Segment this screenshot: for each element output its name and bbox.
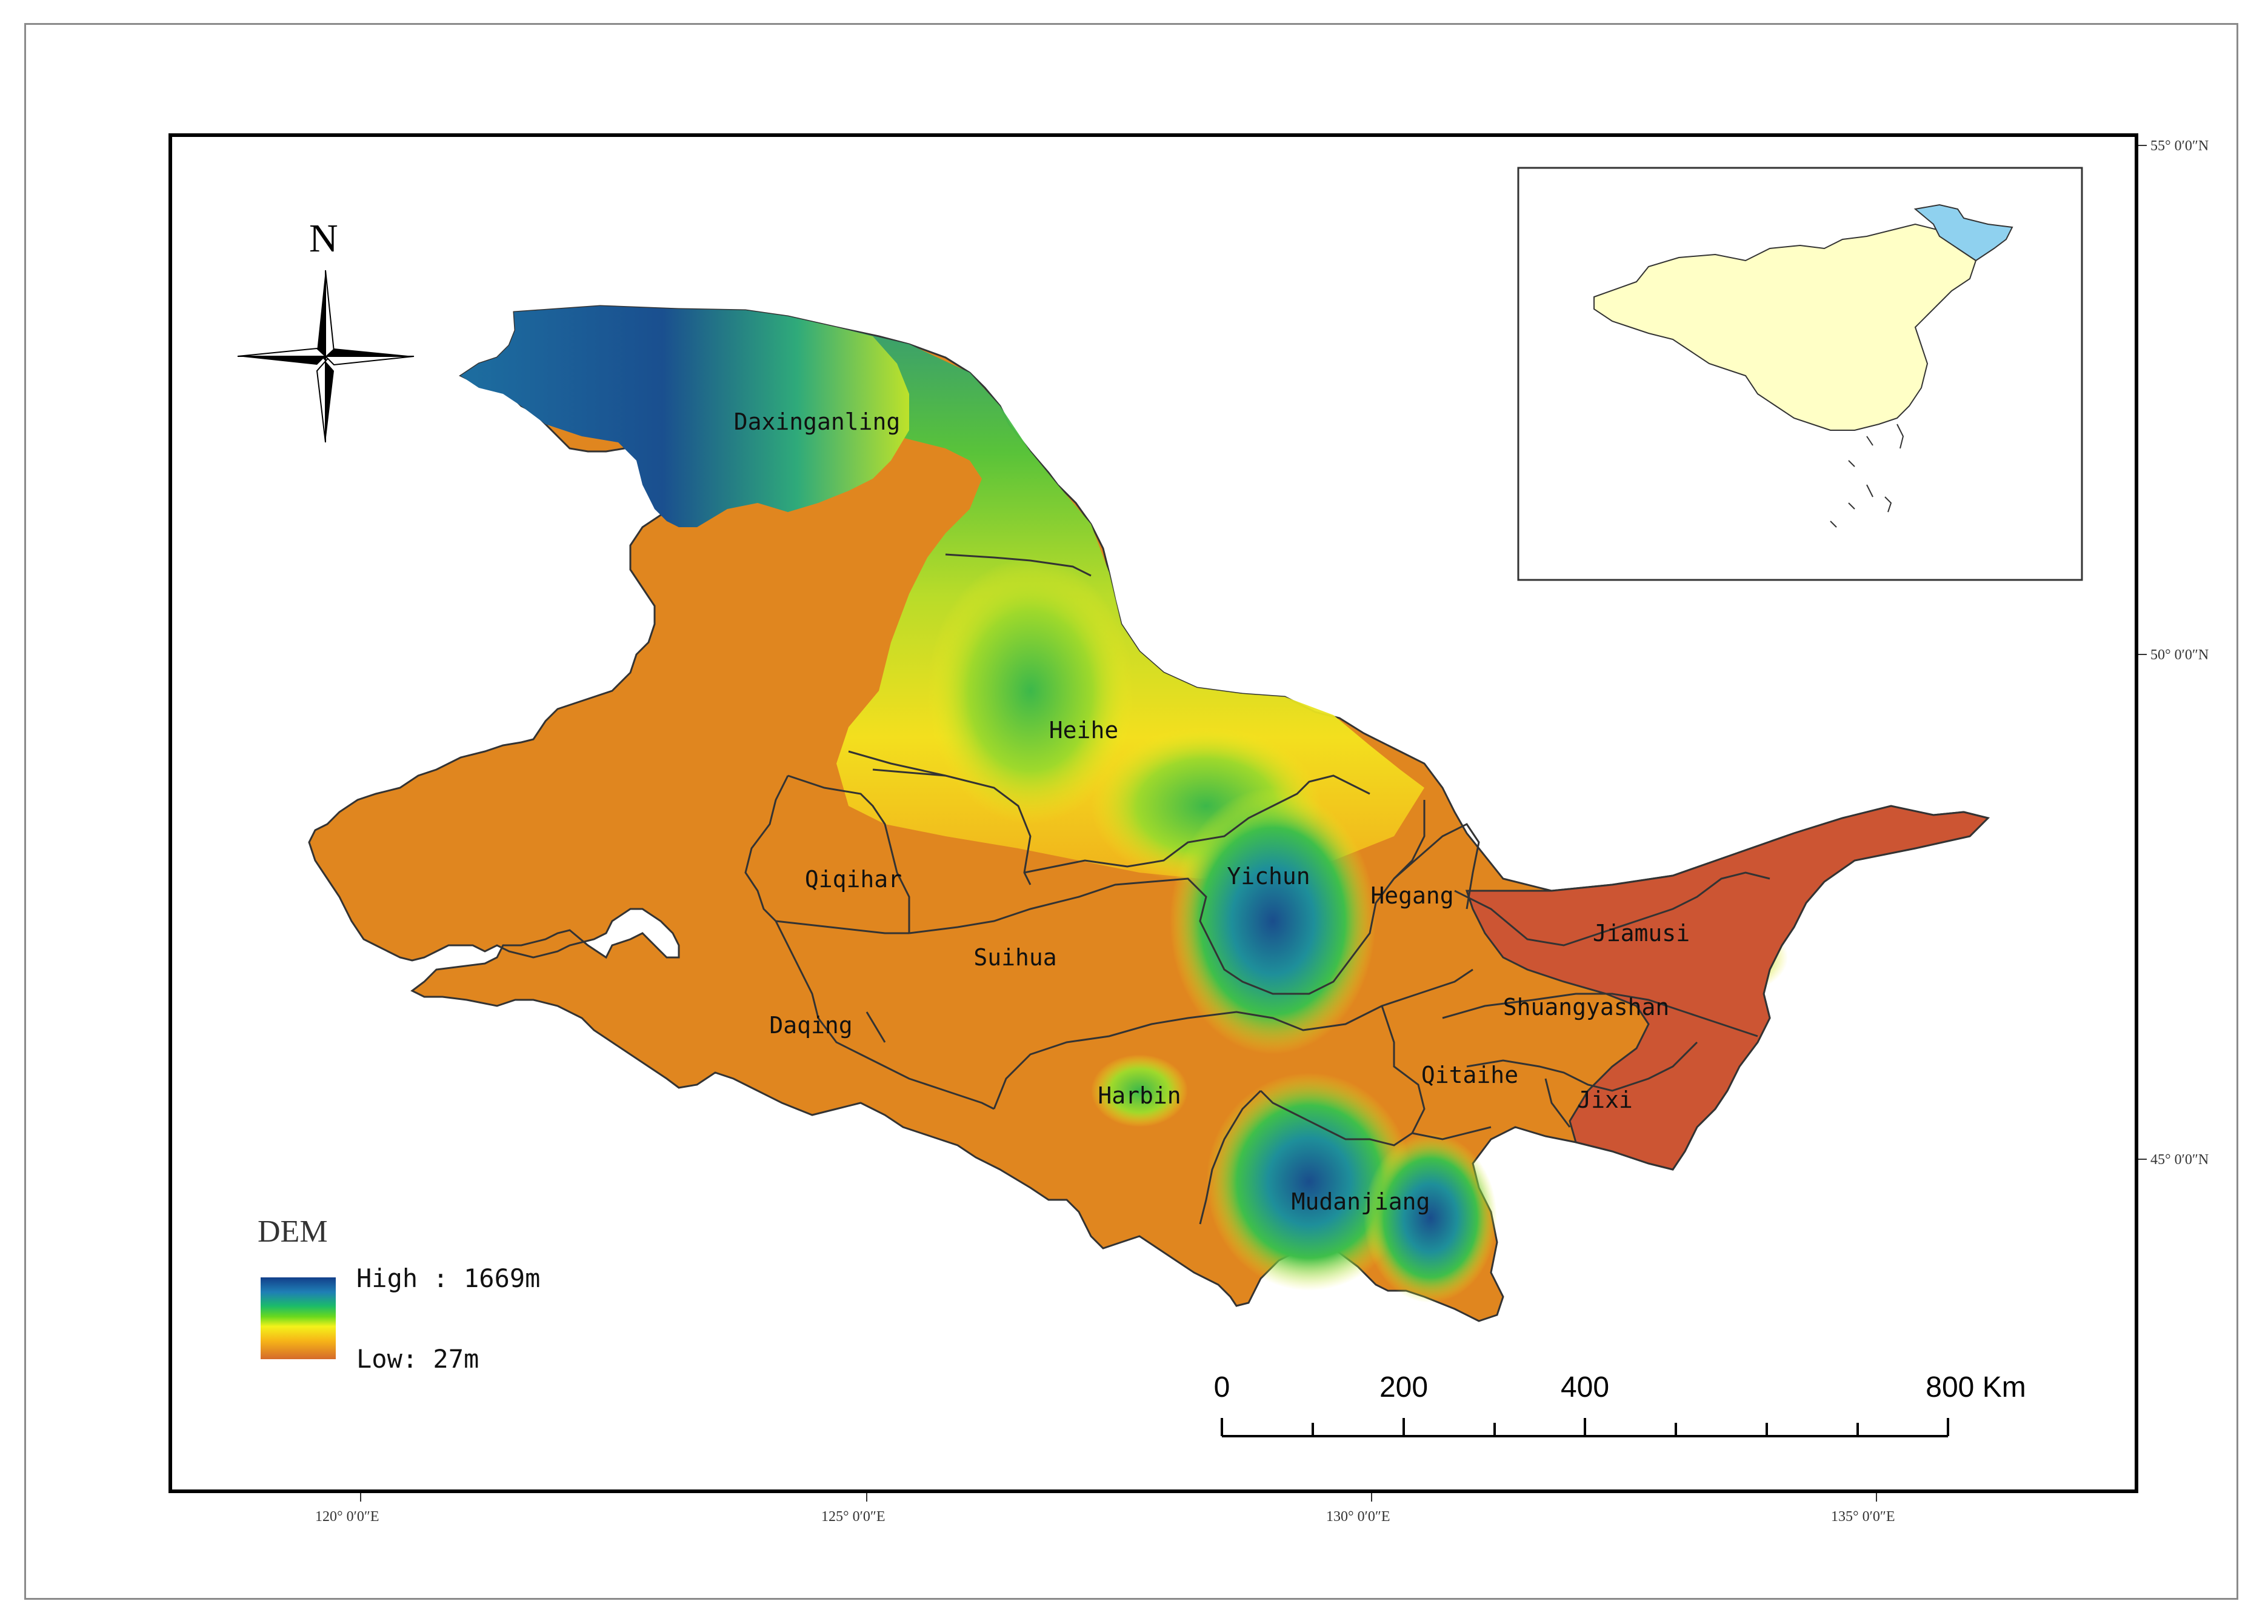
heihe-highland (927, 557, 1133, 824)
mudanjiang-mountains (1206, 1073, 1412, 1291)
inset-heilongjiang (1913, 204, 2013, 262)
city-label-daqing: Daqing (769, 1012, 853, 1039)
city-label-suihua: Suihua (973, 944, 1057, 971)
city-label-shuangyashan: Shuangyashan (1503, 994, 1670, 1020)
longitude-label-125: 125° 0′0″E (821, 1509, 886, 1525)
north-arrow-label: N (309, 216, 338, 261)
daxinganling-mountains (461, 306, 909, 527)
city-label-jiamusi: Jiamusi (1592, 920, 1690, 947)
city-label-qiqihar: Qiqihar (804, 866, 902, 893)
legend-color-ramp (261, 1277, 336, 1359)
legend-low-label: Low: 27m (356, 1344, 479, 1374)
city-label-daxinganling: Daxinganling (733, 408, 901, 435)
harbin-hills (1091, 1054, 1188, 1127)
longitude-label-120: 120° 0′0″E (315, 1509, 379, 1525)
city-label-heihe: Heihe (1049, 717, 1119, 744)
legend-title: DEM (258, 1214, 328, 1249)
longitude-label-135: 135° 0′0″E (1831, 1509, 1895, 1525)
inset-china (1593, 223, 1977, 431)
city-label-mudanjiang: Mudanjiang (1291, 1188, 1430, 1215)
longitude-label-130: 130° 0′0″E (1326, 1509, 1390, 1525)
latitude-label-55: 55° 0′0″N (2150, 138, 2209, 154)
mudanjiang-east-mountains (1364, 1133, 1497, 1303)
latitude-label-50: 50° 0′0″N (2150, 647, 2209, 663)
latitude-label-45: 45° 0′0″N (2150, 1152, 2209, 1168)
city-label-qitaihe: Qitaihe (1421, 1062, 1519, 1088)
north-arrow (237, 270, 415, 443)
scale-label-200: 200 (1379, 1371, 1429, 1403)
city-label-harbin: Harbin (1098, 1082, 1181, 1109)
city-label-hegang: Hegang (1370, 882, 1454, 909)
scale-label-400: 400 (1560, 1371, 1610, 1403)
scale-label-0: 0 (1213, 1371, 1230, 1403)
prefecture-boundaries (744, 553, 1770, 1225)
scale-bar (1221, 1418, 1949, 1437)
map-frame (168, 133, 2138, 1493)
legend-high-label: High : 1669m (356, 1263, 541, 1293)
yichun-mountains (1170, 788, 1376, 1054)
city-label-jixi: Jixi (1577, 1087, 1633, 1113)
city-label-yichun: Yichun (1227, 863, 1310, 890)
east-lowland (1465, 805, 1990, 1171)
page-border (24, 23, 2238, 1600)
graticule-ticks (360, 145, 2147, 1502)
inset-islands (1830, 424, 1904, 528)
scale-label-800: 800 Km (1926, 1371, 2026, 1403)
